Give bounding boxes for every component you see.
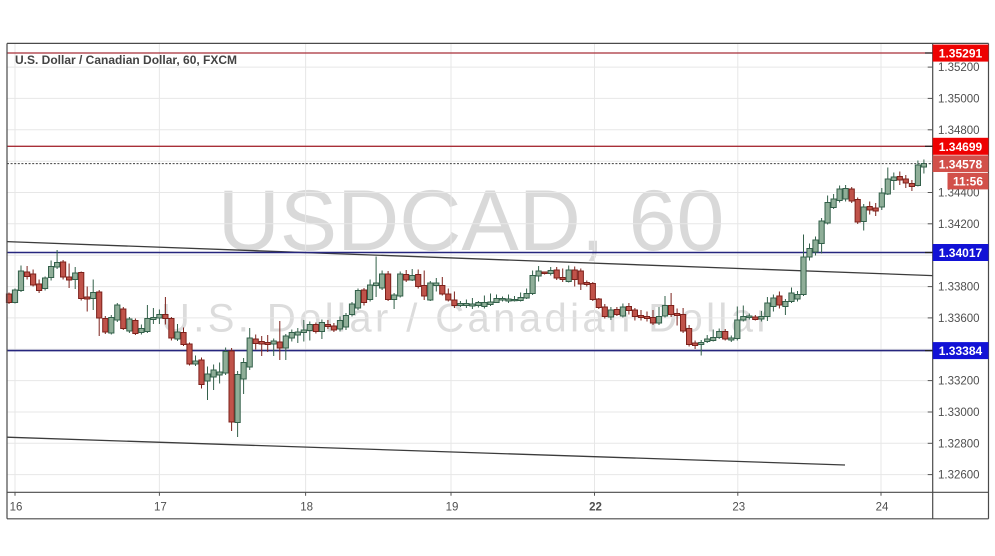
svg-text:1.35200: 1.35200 (938, 62, 980, 74)
svg-text:18: 18 (300, 502, 313, 514)
svg-text:16: 16 (10, 502, 23, 514)
svg-text:1.32800: 1.32800 (938, 438, 980, 450)
svg-text:1.35291: 1.35291 (939, 47, 983, 61)
svg-text:U.S. Dollar / Canadian Dollar,: U.S. Dollar / Canadian Dollar, 60, FXCM (15, 53, 237, 67)
svg-text:1.33200: 1.33200 (938, 376, 980, 388)
svg-text:1.34800: 1.34800 (938, 125, 980, 137)
svg-text:1.34017: 1.34017 (939, 246, 983, 260)
svg-text:USDCAD, 60: USDCAD, 60 (218, 173, 725, 269)
svg-text:1.34400: 1.34400 (938, 188, 980, 200)
svg-text:22: 22 (589, 502, 602, 514)
svg-text:19: 19 (446, 502, 459, 514)
svg-text:1.32600: 1.32600 (938, 470, 980, 482)
svg-text:1.35000: 1.35000 (938, 93, 980, 105)
svg-text:1.34578: 1.34578 (939, 157, 983, 171)
svg-text:24: 24 (876, 502, 889, 514)
svg-text:1.33000: 1.33000 (938, 407, 980, 419)
svg-text:11:56: 11:56 (953, 175, 983, 189)
svg-text:1.33384: 1.33384 (939, 344, 983, 358)
svg-text:1.33600: 1.33600 (938, 313, 980, 325)
svg-text:23: 23 (732, 502, 745, 514)
svg-text:1.34699: 1.34699 (939, 140, 983, 154)
svg-text:17: 17 (154, 502, 167, 514)
svg-text:1.33800: 1.33800 (938, 282, 980, 294)
svg-text:1.34200: 1.34200 (938, 219, 980, 231)
